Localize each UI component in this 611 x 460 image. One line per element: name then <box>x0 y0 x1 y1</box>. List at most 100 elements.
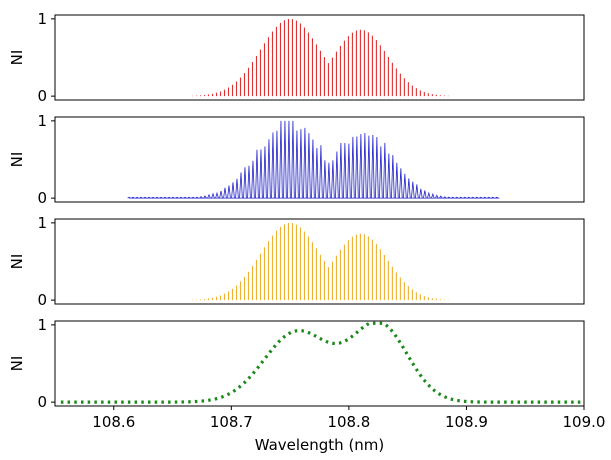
spectral-line <box>223 187 227 199</box>
spectral-line <box>203 195 207 199</box>
spectral-line <box>431 192 435 199</box>
spectral-line <box>323 160 327 199</box>
spectral-line <box>299 129 303 199</box>
axes-frame <box>54 218 585 305</box>
spectral-line <box>363 133 367 199</box>
spectral-line <box>459 196 463 199</box>
spectral-line <box>207 193 211 199</box>
spectral-line <box>439 195 443 199</box>
x-tick-label: 108.6 <box>92 413 135 431</box>
spectral-line <box>375 137 379 199</box>
spectral-line <box>383 142 387 199</box>
spectral-line <box>447 196 451 199</box>
axes-frame <box>54 116 585 203</box>
y-tick-label: 0 <box>37 291 47 309</box>
spectral-line <box>435 194 439 199</box>
spectral-line <box>467 196 471 199</box>
x-tick-label: 108.7 <box>210 413 253 431</box>
spectral-line <box>359 134 363 199</box>
y-tick-label: 0 <box>37 87 47 105</box>
x-tick-label: 108.9 <box>445 413 488 431</box>
panel-orange: 0 1 NI <box>8 214 585 309</box>
spectral-line <box>403 173 407 199</box>
spectral-line <box>199 195 203 199</box>
x-axis-label: Wavelength (nm) <box>255 436 385 454</box>
spectral-line <box>135 196 139 199</box>
spectral-line <box>475 196 479 199</box>
spectral-line <box>287 120 291 199</box>
axes-frame <box>54 320 585 407</box>
spectral-line <box>391 155 395 199</box>
spectral-line <box>187 196 191 199</box>
panel-green: 0 1 NI 108.6 108.7 108.8 108.9 109.0 Wavelength … <box>8 316 605 454</box>
panel-red: 0 1 NI <box>8 10 585 105</box>
spectral-line <box>147 196 151 199</box>
spectral-line <box>175 196 179 199</box>
spectral-line <box>211 192 215 199</box>
spectral-line <box>231 182 235 199</box>
spectral-line <box>155 196 159 199</box>
spectral-line <box>179 196 183 199</box>
spectral-line <box>371 134 375 199</box>
spectral-line <box>487 196 491 199</box>
axes-frame <box>54 14 585 101</box>
spectral-line <box>427 191 431 199</box>
spectral-line <box>443 196 447 199</box>
spectral-line <box>399 168 403 199</box>
spectral-line <box>327 162 331 199</box>
spectral-line <box>367 135 371 199</box>
spectral-line <box>131 196 135 199</box>
spectral-line <box>267 139 271 199</box>
spectral-line <box>239 172 243 199</box>
spectral-line <box>339 142 343 199</box>
spectral-line <box>419 188 423 199</box>
spectral-line <box>479 196 483 199</box>
spectral-line <box>463 196 467 199</box>
spectral-line <box>235 178 239 199</box>
spectral-line <box>171 196 175 199</box>
spectral-line <box>127 196 131 199</box>
spectral-line <box>343 142 347 199</box>
spectral-line <box>295 130 299 199</box>
y-tick-label: 1 <box>37 112 47 130</box>
spectral-line <box>483 196 487 199</box>
spectral-line <box>311 139 315 199</box>
spectral-line <box>255 149 259 199</box>
spectral-line <box>191 196 195 199</box>
x-tick-label: 108.8 <box>327 413 370 431</box>
spectral-line <box>143 196 147 199</box>
envelope-line <box>60 321 581 404</box>
spectral-line <box>335 151 339 199</box>
spectral-line <box>219 190 223 199</box>
y-axis-label: NI <box>8 50 26 66</box>
spectral-line <box>151 196 155 199</box>
spectral-line <box>423 190 427 199</box>
spectral-line <box>387 153 391 199</box>
spectral-line <box>395 162 399 199</box>
y-tick-label: 1 <box>37 214 47 232</box>
spectral-line <box>279 120 283 199</box>
spectral-line <box>263 146 267 199</box>
spectral-line <box>243 167 247 199</box>
spectral-line <box>283 120 287 199</box>
spectral-line <box>495 196 499 199</box>
spectral-line <box>415 184 419 199</box>
spectral-line <box>379 146 383 199</box>
spectral-line <box>451 196 455 199</box>
y-tick-label: 1 <box>37 316 47 334</box>
spectral-line <box>247 165 251 199</box>
spectral-line <box>315 148 319 199</box>
y-tick-label: 1 <box>37 10 47 28</box>
spectral-line <box>163 196 167 199</box>
spectral-line <box>491 196 495 199</box>
x-tick-label: 109.0 <box>563 413 606 431</box>
y-axis-label: NI <box>8 254 26 270</box>
spectral-line <box>167 196 171 199</box>
spectral-line <box>139 196 143 199</box>
spectral-line <box>159 196 163 199</box>
spectral-line <box>275 130 279 199</box>
spectral-line <box>331 160 335 199</box>
spectral-line <box>407 178 411 199</box>
spectral-line <box>411 181 415 199</box>
